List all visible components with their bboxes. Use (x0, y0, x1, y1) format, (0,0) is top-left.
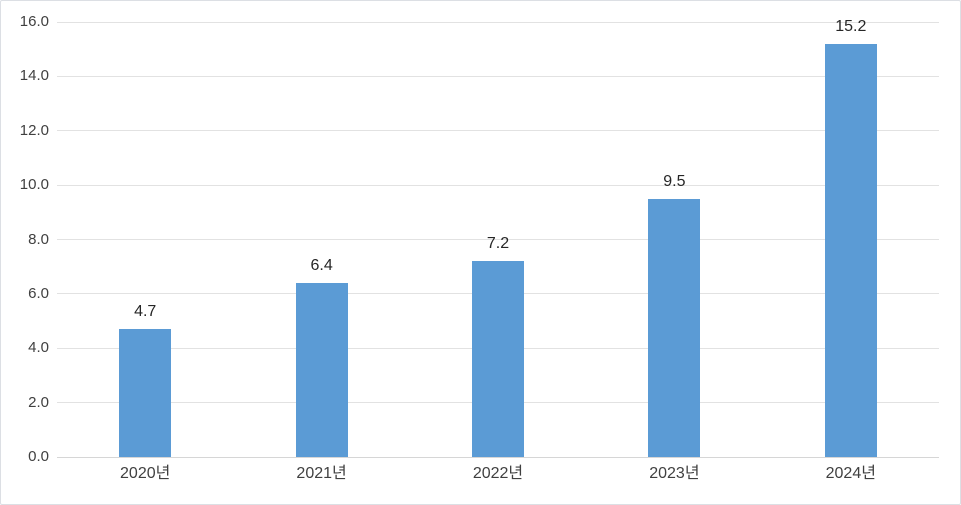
x-tick-label: 2021년 (296, 465, 347, 482)
gridline (57, 184, 939, 186)
bar-value-label: 15.2 (835, 17, 867, 35)
y-tick-label: 6.0 (28, 284, 49, 302)
x-tick-label: 2020년 (120, 465, 171, 482)
gridline (57, 21, 939, 23)
gridline (57, 130, 939, 132)
y-tick-label: 8.0 (28, 230, 49, 248)
y-tick-label: 4.0 (28, 339, 49, 357)
bar-value-label: 4.7 (134, 303, 157, 321)
y-tick-label: 2.0 (28, 393, 49, 411)
x-tick-label: 2022년 (472, 465, 524, 482)
plot-area: 4.7 6.4 7.2 9.5 15.2 (57, 18, 939, 458)
bar-2020년 (119, 329, 172, 457)
x-tick-label: 2024년 (825, 465, 876, 482)
bar-2021년 (295, 283, 348, 457)
y-tick-label: 10.0 (19, 176, 49, 194)
y-tick-label: 14.0 (19, 67, 49, 85)
bar-value-label: 6.4 (310, 257, 333, 274)
gridline (57, 239, 939, 240)
gridline (57, 75, 939, 77)
bar-value-label: 7.2 (486, 235, 510, 253)
x-tick-label: 2023년 (649, 465, 700, 482)
bar-2024년 (824, 43, 877, 457)
y-tick-label: 0.0 (28, 448, 49, 465)
x-axis-line (57, 456, 939, 458)
y-tick-label: 12.0 (19, 121, 49, 139)
bar-2023년 (648, 198, 701, 457)
bar-2022년 (472, 261, 524, 457)
y-tick-label: 16.0 (19, 13, 49, 30)
bar-value-label: 9.5 (663, 172, 686, 190)
